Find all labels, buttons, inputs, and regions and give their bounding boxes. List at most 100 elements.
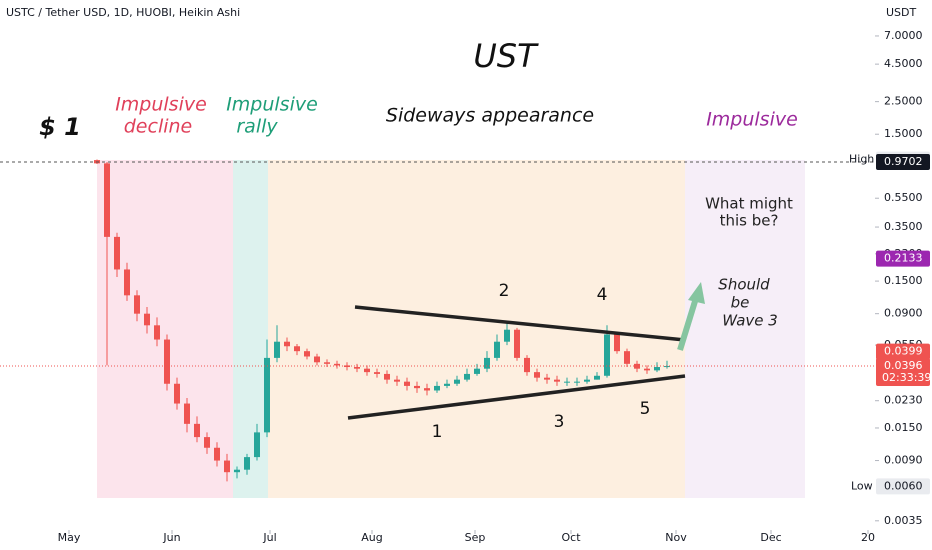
y-tick-label: 0.0150: [884, 421, 923, 434]
annotation-dollar: $ 1: [39, 113, 81, 141]
lower-trendline: [347, 374, 686, 420]
candle-body: [144, 313, 150, 326]
price-label: 0.0399: [884, 345, 923, 358]
candle-body: [204, 437, 210, 448]
x-tick-label: 20: [861, 531, 875, 544]
candle-body: [364, 368, 370, 373]
annotation-impulsive: Impulsive: [706, 109, 798, 131]
candle-body: [134, 295, 140, 314]
y-tick-label: 0.1500: [884, 274, 923, 287]
candle-body: [354, 367, 360, 369]
candle-body: [534, 372, 540, 378]
price-label-box: [876, 154, 930, 171]
candle-body: [154, 325, 160, 340]
annotation-wave3: be: [731, 294, 750, 312]
decline-zone: [97, 160, 233, 498]
candle-body: [304, 351, 310, 357]
annotation-title: UST: [473, 37, 539, 75]
candle-body: [554, 379, 560, 382]
impulsive-zone: [685, 160, 805, 498]
countdown: 02:33:39: [882, 371, 931, 384]
wave-label: 5: [640, 399, 651, 419]
y-tick-label: 0.0900: [884, 307, 923, 320]
candle-body: [284, 341, 290, 347]
currency: USDT: [886, 6, 917, 19]
annotation-rally: Impulsive: [226, 94, 318, 116]
y-tick-label: 2.5000: [884, 95, 923, 108]
candle-body: [384, 373, 390, 380]
x-tick-label: Aug: [361, 531, 382, 544]
candle-body: [274, 341, 280, 358]
sideways-zone: [268, 160, 685, 498]
price-label: 0.0060: [884, 479, 923, 492]
candle-body: [164, 339, 170, 384]
candle-body: [314, 356, 320, 363]
candle-body: [644, 368, 650, 371]
candle-body: [344, 365, 350, 368]
arrow: [677, 282, 705, 351]
wave-label: 1: [432, 422, 443, 442]
zones: [97, 160, 805, 498]
price-label: 0.2133: [884, 252, 923, 265]
candle-body: [464, 373, 470, 380]
y-tick-label: 1.5000: [884, 127, 923, 140]
candle-body: [414, 385, 420, 389]
annotation-decline: Impulsive: [115, 94, 207, 116]
candle-body: [544, 377, 550, 380]
candle-body: [434, 385, 440, 391]
candle-body: [324, 362, 330, 364]
candle-body: [294, 346, 300, 352]
candle-body: [654, 367, 660, 371]
price-label-box: [876, 358, 930, 387]
candle-body: [614, 334, 620, 352]
high-name: High: [849, 153, 874, 166]
price-label-box: [876, 250, 930, 267]
candle-body: [594, 375, 600, 380]
candle-body: [394, 379, 400, 382]
x-tick-label: Sep: [465, 531, 486, 544]
candle-body: [104, 163, 110, 237]
candle-body: [504, 329, 510, 342]
x-tick-label: Dec: [760, 531, 781, 544]
wave-label: 2: [499, 281, 510, 301]
candle-body: [224, 460, 230, 473]
y-tick-label: 0.3500: [884, 220, 923, 233]
candle-body: [584, 379, 590, 382]
x-tick-label: Jul: [262, 531, 276, 544]
candle-body: [264, 357, 270, 433]
annotation-rally: rally: [236, 116, 278, 138]
candle-body: [624, 351, 630, 364]
candle-body: [194, 423, 200, 438]
candle-body: [234, 469, 240, 473]
annotation-question: this be?: [720, 212, 779, 230]
low-name: Low: [851, 479, 873, 492]
candle-body: [334, 363, 340, 366]
candle-body: [604, 334, 610, 376]
rally-zone: [233, 160, 268, 498]
wave-label: 4: [597, 285, 608, 305]
candle-body: [514, 329, 520, 358]
candle-body: [474, 368, 480, 374]
annotation-wave3: Should: [718, 276, 770, 294]
annotation-question: What might: [705, 195, 793, 213]
x-tick-label: Nov: [665, 531, 687, 544]
wave-label: 3: [554, 412, 565, 432]
candle-body: [374, 372, 380, 374]
candle-body: [444, 383, 450, 386]
candle-body: [574, 381, 580, 383]
price-label-box: [876, 478, 930, 495]
y-tick-label: 4.5000: [884, 57, 923, 70]
candle-body: [124, 269, 130, 296]
y-tick-label: 0.0035: [884, 514, 923, 527]
candle-body: [524, 357, 530, 373]
arrow-head: [688, 282, 705, 304]
y-tick-label: 0.0230: [884, 394, 923, 407]
candle-body: [174, 383, 180, 404]
upper-trendline: [354, 305, 686, 342]
candle-body: [454, 379, 460, 384]
candle-body: [114, 236, 120, 270]
candle-body: [254, 432, 260, 458]
annotation-decline: decline: [124, 116, 193, 138]
candle-body: [494, 341, 500, 358]
